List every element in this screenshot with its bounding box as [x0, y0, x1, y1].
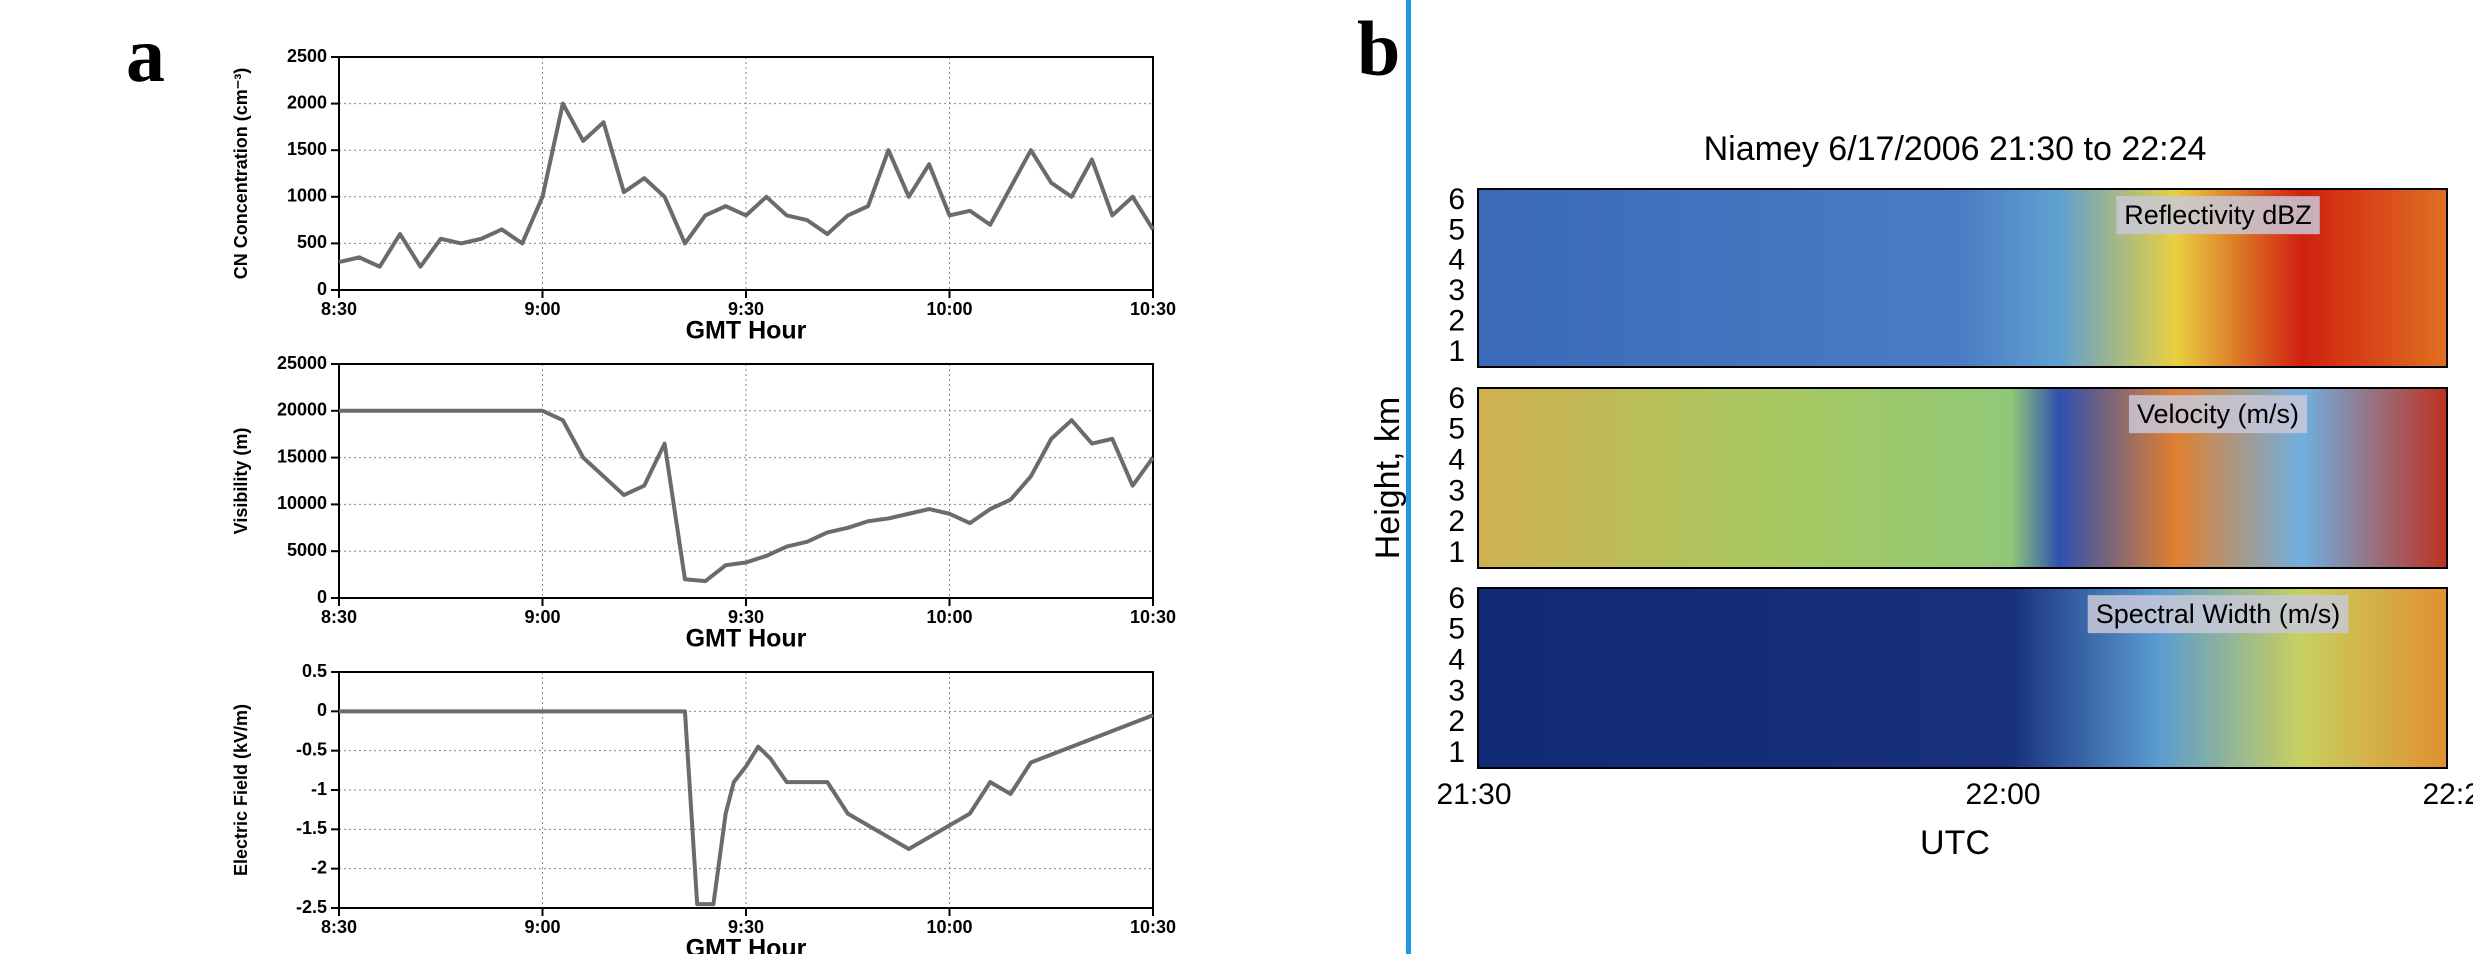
x-tick-label: 10:30: [1130, 607, 1176, 627]
radar-y-tick: 2: [1448, 505, 1465, 538]
radar-title: Niamey 6/17/2006 21:30 to 22:24: [1704, 130, 2207, 168]
x-tick-label: 9:30: [728, 917, 764, 937]
x-tick-label: 8:30: [321, 299, 357, 319]
radar-y-tick: 6: [1448, 183, 1465, 216]
radar-y-tick: 3: [1448, 474, 1465, 507]
radar-y-tick: 5: [1448, 613, 1465, 646]
divider: [1406, 0, 1411, 954]
y-tick-label: -2.5: [296, 897, 327, 917]
x-axis-label: GMT Hour: [686, 625, 807, 653]
x-tick-label: 9:00: [524, 917, 560, 937]
radar-y-tick: 4: [1448, 644, 1465, 677]
radar-panel-label: Velocity (m/s): [2137, 399, 2299, 429]
label-box: [2128, 395, 2308, 434]
y-tick-label: 1000: [287, 186, 327, 206]
y-tick-label: -1.5: [296, 818, 327, 838]
radar-y-tick: 4: [1448, 444, 1465, 477]
y-tick-label: 1500: [287, 139, 327, 159]
radar-y-tick: 3: [1448, 674, 1465, 707]
x-tick-label: 10:30: [1130, 917, 1176, 937]
y-axis-label: Visibility (m): [231, 428, 251, 535]
x-tick-label: 10:00: [926, 607, 972, 627]
label-box: [2087, 595, 2349, 634]
y-tick-label: 2000: [287, 92, 327, 112]
y-tick-label: 500: [297, 232, 327, 252]
panel-label: a: [126, 11, 165, 98]
x-tick-label: 8:30: [321, 917, 357, 937]
y-tick-label: 15000: [277, 446, 327, 466]
x-tick-label: 10:00: [926, 917, 972, 937]
radar-y-tick: 5: [1448, 413, 1465, 446]
y-tick-label: 25000: [277, 353, 327, 373]
radar-x-label: UTC: [1920, 824, 1990, 862]
y-axis-label: CN Concentration (cm⁻³): [231, 68, 251, 280]
radar-y-tick: 1: [1448, 736, 1465, 769]
radar-y-tick: 3: [1448, 274, 1465, 307]
x-tick-label: 10:00: [926, 299, 972, 319]
radar-y-tick: 2: [1448, 305, 1465, 338]
y-tick-label: 5000: [287, 540, 327, 560]
data-line: [338, 101, 1155, 269]
y-tick-label: 10000: [277, 493, 327, 513]
radar-y-tick: 5: [1448, 213, 1465, 246]
radar-y-label: Height, km: [1369, 397, 1407, 560]
panel-label: b: [1357, 5, 1400, 92]
y-tick-label: 0: [317, 279, 327, 299]
x-axis-label: GMT Hour: [686, 317, 807, 345]
radar-y-tick: 2: [1448, 705, 1465, 738]
radar-y-tick: 1: [1448, 536, 1465, 569]
radar-panel-label: Spectral Width (m/s): [2096, 599, 2341, 629]
radar-x-tick: 21:30: [1436, 778, 1511, 811]
x-tick-label: 9:00: [524, 299, 560, 319]
radar-y-tick: 1: [1448, 335, 1465, 368]
radar-panel-label: Reflectivity dBZ: [2124, 200, 2312, 230]
x-tick-label: 9:30: [728, 607, 764, 627]
y-axis-label: Electric Field (kV/m): [231, 704, 251, 876]
radar-y-tick: 6: [1448, 582, 1465, 615]
y-tick-label: -1: [311, 779, 327, 799]
x-tick-label: 9:00: [524, 607, 560, 627]
x-tick-label: 8:30: [321, 607, 357, 627]
x-tick-label: 10:30: [1130, 299, 1176, 319]
plot-frame: [338, 56, 1154, 291]
data-line: [339, 709, 1154, 907]
x-axis-label: GMT Hour: [686, 935, 807, 954]
plot-frame: [338, 363, 1154, 599]
radar-x-tick: 22:00: [1965, 778, 2040, 811]
radar-y-tick: 4: [1448, 244, 1465, 277]
y-tick-label: 0.5: [302, 661, 327, 681]
y-tick-label: -2: [311, 857, 327, 877]
radar-y-tick: 6: [1448, 382, 1465, 415]
plot-frame: [338, 671, 1154, 909]
y-tick-label: -0.5: [296, 739, 327, 759]
label-box: [2116, 196, 2320, 235]
y-tick-label: 2500: [287, 46, 327, 66]
data-line: [339, 408, 1155, 584]
y-tick-label: 0: [317, 587, 327, 607]
radar-x-tick: 22:24: [2422, 778, 2473, 811]
y-tick-label: 0: [317, 700, 327, 720]
y-tick-label: 20000: [277, 400, 327, 420]
x-tick-label: 9:30: [728, 299, 764, 319]
